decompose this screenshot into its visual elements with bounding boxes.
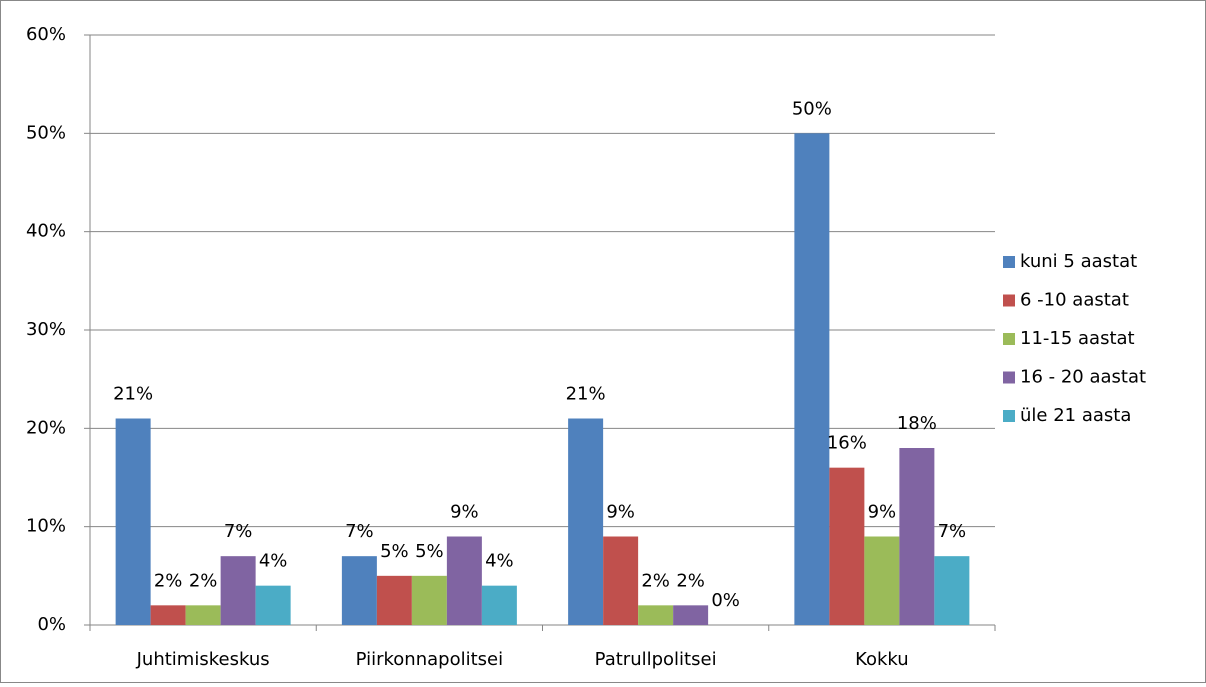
y-tick-label: 50% [26,122,66,143]
bar [899,448,935,625]
data-label: 2% [189,570,218,591]
bar [185,605,221,625]
data-label: 4% [259,551,288,572]
bar [603,536,639,625]
data-label: 0% [711,590,740,611]
bar [220,556,256,625]
y-tick-label: 20% [26,417,66,438]
data-label: 21% [566,384,606,405]
bar [446,536,482,625]
bar [411,575,447,625]
data-label: 2% [154,570,183,591]
data-label: 2% [641,570,670,591]
y-tick-label: 40% [26,221,66,242]
y-tick-label: 10% [26,516,66,537]
legend-label: kuni 5 aastat [1020,251,1137,272]
bar [568,418,604,625]
bar [481,585,517,625]
y-tick-label: 30% [26,319,66,340]
bar [934,556,970,625]
legend-swatch [1003,333,1015,345]
data-label: 2% [676,570,705,591]
data-label: 5% [380,541,409,562]
bar [864,536,900,625]
y-tick-label: 60% [26,24,66,45]
legend-label: üle 21 aasta [1020,405,1131,426]
data-label: 9% [868,502,897,523]
data-label: 18% [897,413,937,434]
y-tick-label: 0% [37,614,66,635]
legend-label: 11-15 aastat [1020,328,1135,349]
data-label: 7% [938,521,967,542]
data-label: 21% [113,384,153,405]
x-tick-label: Patrullpolitsei [595,649,717,670]
bar [150,605,186,625]
x-tick-label: Piirkonnapolitsei [356,649,503,670]
bar [638,605,674,625]
bar [115,418,151,625]
bar [255,585,291,625]
data-label: 9% [606,502,635,523]
data-label: 16% [827,433,867,454]
x-tick-label: Kokku [855,649,909,670]
bar [829,467,865,625]
bar [673,605,709,625]
legend-swatch [1003,371,1015,384]
legend-label: 16 - 20 aastat [1020,367,1146,388]
data-label: 50% [792,98,832,119]
bar [341,556,377,625]
legend-label: 6 -10 aastat [1020,290,1129,311]
legend-swatch [1003,294,1015,307]
bar [376,575,412,625]
data-label: 4% [485,551,514,572]
x-tick-label: Juhtimiskeskus [136,649,270,670]
data-label: 9% [450,502,479,523]
legend-swatch [1003,410,1015,422]
data-label: 7% [345,521,374,542]
data-label: 7% [224,521,253,542]
bar [794,133,830,626]
legend-swatch [1003,256,1015,268]
data-label: 5% [415,541,444,562]
